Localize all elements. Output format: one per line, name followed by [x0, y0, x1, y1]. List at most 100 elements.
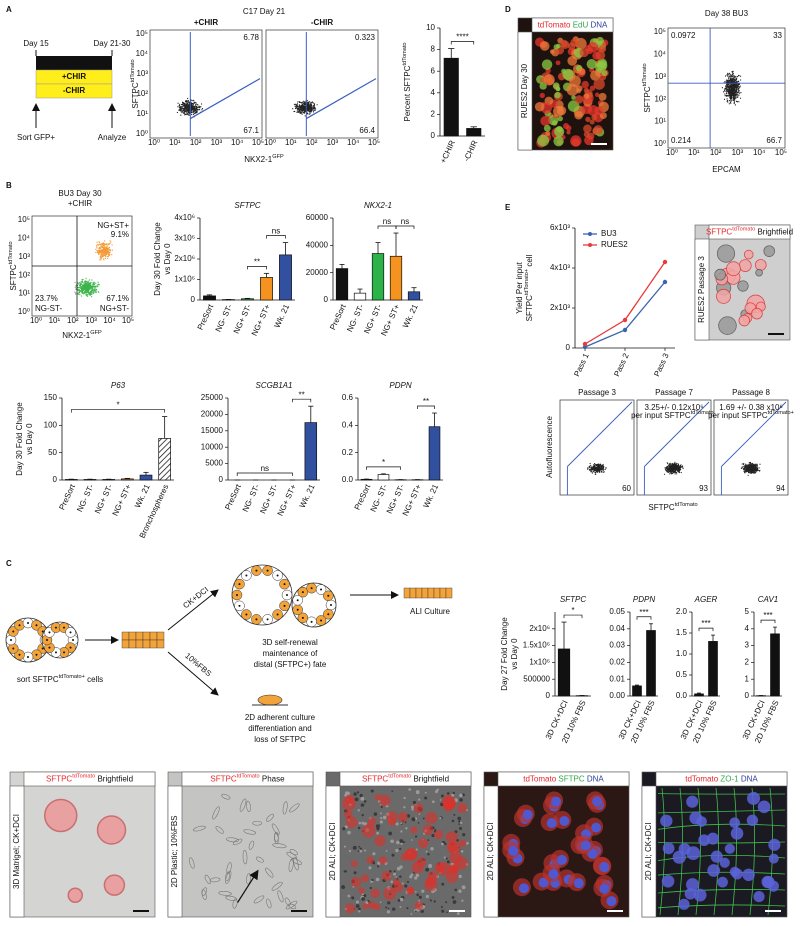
flow-event — [726, 90, 727, 91]
flow-tick-label: 10⁵ — [368, 138, 380, 147]
flow-event — [596, 471, 597, 472]
bar — [408, 292, 420, 300]
text-sup: tdTomato+ — [524, 269, 530, 295]
y-tick-label: 4 — [745, 624, 750, 633]
red-signal — [373, 903, 380, 910]
y-tick-label: 500000 — [523, 674, 550, 683]
sorted-cell — [157, 632, 164, 640]
flow-event — [179, 105, 180, 106]
flow-event — [737, 97, 738, 98]
flow-event — [731, 90, 732, 91]
texture — [380, 901, 382, 903]
significance-bracket — [367, 467, 401, 470]
flow-event — [737, 87, 738, 88]
flow-event — [78, 287, 79, 288]
image-side-label: 2D ALI; CK+DCI — [644, 822, 653, 880]
text-sup: tdTomato+ — [59, 674, 85, 680]
flow-event — [103, 258, 104, 259]
flow-event — [735, 94, 736, 95]
nucleus — [551, 796, 561, 806]
flow-event — [92, 285, 93, 286]
y-tick-label: 5000 — [205, 459, 223, 468]
texture — [445, 901, 447, 903]
texture — [400, 822, 402, 824]
flow-event — [94, 286, 95, 287]
axis-title-line: SFTPCtdTomato — [8, 241, 18, 290]
bar — [159, 438, 171, 480]
texture — [411, 874, 413, 876]
legend-label: BU3 — [601, 229, 617, 238]
bar — [633, 686, 642, 696]
flow-event — [110, 241, 111, 242]
texture — [407, 881, 409, 883]
chart-title: CAV1 — [758, 595, 778, 604]
texture — [376, 832, 379, 835]
x-tick-label: PreSort — [328, 302, 348, 331]
cell-signal — [594, 78, 605, 89]
flow-event — [735, 97, 736, 98]
text-run: Percent SFTPC — [403, 65, 412, 121]
text-sup: tdTomato — [72, 774, 95, 780]
flow-event — [96, 289, 97, 290]
flow-event — [731, 85, 732, 86]
flow-event — [725, 95, 726, 96]
text-run: DNA — [739, 775, 759, 784]
flow-tick-label: 10¹ — [654, 117, 666, 126]
texture — [416, 894, 419, 897]
nucleus — [48, 647, 50, 649]
y-tick-label: 6 — [431, 66, 436, 75]
cell-signal — [588, 42, 599, 53]
nucleus — [284, 605, 286, 607]
cell-signal — [575, 95, 583, 103]
bar — [771, 634, 780, 696]
flow-event — [105, 252, 106, 253]
flow-event — [193, 100, 194, 101]
texture — [400, 843, 402, 845]
flow-event — [80, 286, 81, 287]
x-tick-label: NG- ST- — [75, 483, 96, 514]
flow-event — [602, 468, 603, 469]
flow-event — [194, 113, 195, 114]
texture — [427, 853, 429, 855]
flow-event — [730, 101, 731, 102]
flow-event — [303, 110, 304, 111]
y-tick-label: 60000 — [306, 213, 329, 222]
gate-label: 9.1% — [111, 230, 129, 239]
flow-event — [85, 288, 86, 289]
axis-title: SFTPCtdTomato — [130, 59, 140, 108]
flow-event — [603, 466, 604, 467]
flow-event — [96, 245, 97, 246]
flow-event — [727, 73, 728, 74]
y-tick-label: 40000 — [306, 240, 329, 249]
flow-event — [99, 244, 100, 245]
plot-title: -CHIR — [311, 18, 333, 27]
cell-signal — [540, 93, 545, 98]
flow-event — [737, 76, 738, 77]
spheroid — [744, 250, 753, 259]
nucleus — [19, 654, 21, 656]
adherent-cell — [258, 695, 282, 705]
nucleus — [769, 854, 779, 864]
nucleus — [70, 647, 72, 649]
flow-event — [735, 76, 736, 77]
flow-event — [739, 90, 740, 91]
flow-event — [743, 463, 744, 464]
flow-event — [197, 104, 198, 105]
plot-title: Passage 7 — [655, 388, 693, 397]
y-tick-label: 0 — [219, 475, 224, 484]
image-header: tdTomato ZO-1 DNA — [685, 775, 758, 784]
flow-event — [681, 472, 682, 473]
texture — [441, 906, 443, 908]
y-tick-label: 0.2 — [342, 448, 354, 457]
flow-event — [106, 247, 107, 248]
gate-label: NG+ST- — [100, 304, 129, 313]
texture — [388, 908, 390, 910]
text-run: SFTPC — [9, 264, 18, 290]
flow-event — [591, 468, 592, 469]
flow-event — [728, 78, 729, 79]
flow-event — [79, 292, 80, 293]
flow-event — [189, 102, 190, 103]
flow-tick-label: 10¹ — [285, 138, 297, 147]
chart-title: SCGB1A1 — [256, 381, 293, 390]
